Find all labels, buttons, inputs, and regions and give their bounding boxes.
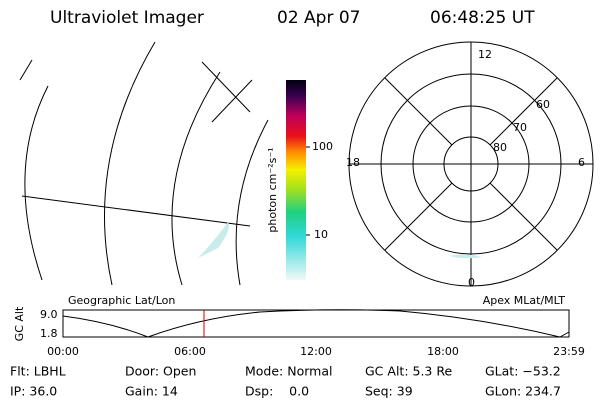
colorbar-tick-label: 100 (312, 140, 333, 153)
mlat-label: 70 (513, 121, 527, 134)
map-line (235, 119, 269, 286)
colorbar-label: photon cm⁻²s⁻¹ (266, 147, 279, 232)
info-field: Dsp: 0.0 (245, 384, 309, 399)
mlt-label: 6 (578, 156, 585, 169)
colorbar-tick-label: 10 (314, 228, 328, 241)
info-field: Mode: Normal (245, 364, 332, 379)
info-field: Gain: 14 (125, 384, 178, 399)
orbit-xtick: 23:59 (553, 345, 585, 358)
polar-plot: 12 18 6 0 60 70 80 (346, 41, 594, 289)
title: Ultraviolet Imager (50, 8, 204, 28)
orbit-ytick: 1.8 (40, 327, 58, 340)
orbit-xtick: 12:00 (300, 345, 332, 358)
time: 06:48:25 UT (430, 8, 535, 28)
map-line (21, 195, 251, 227)
map-label: Geographic Lat/Lon (68, 294, 175, 307)
aurora (198, 222, 229, 258)
aurora (450, 254, 482, 259)
mlt-lines (349, 42, 593, 286)
geographic-map (19, 41, 269, 286)
date: 02 Apr 07 (277, 8, 360, 28)
orbit-curve (62, 309, 570, 338)
map-line (104, 41, 156, 286)
info-field: GLat: −53.2 (485, 364, 561, 379)
colorbar: 100 10 photon cm⁻²s⁻¹ (266, 80, 333, 280)
orbit-ylabel: GC Alt (13, 306, 26, 341)
polar-label: Apex MLat/MLT (483, 294, 566, 307)
orbit-xtick: 06:00 (174, 345, 206, 358)
info-panel: Flt: LBHL Door: Open Mode: Normal GC Alt: 5… (10, 364, 561, 399)
info-field: IP: 36.0 (10, 384, 57, 399)
orbit-xtick: 00:00 (47, 345, 79, 358)
mlt-label: 18 (346, 156, 360, 169)
info-field: Door: Open (125, 364, 196, 379)
map-line (201, 61, 253, 123)
info-field: Flt: LBHL (10, 364, 66, 379)
orbit-plot: GC Alt 9.0 1.8 00:00 06:00 12:00 18:00 2… (13, 306, 585, 358)
map-line (24, 85, 49, 281)
orbit-ytick: 9.0 (40, 308, 58, 321)
mlat-label: 60 (536, 98, 550, 111)
orbit-xtick: 18:00 (427, 345, 459, 358)
mlat-label: 80 (493, 141, 507, 154)
mlt-label: 0 (468, 276, 475, 289)
colorbar-scale (286, 80, 306, 280)
map-line (171, 71, 221, 286)
mlt-label: 12 (478, 48, 492, 61)
info-field: GC Alt: 5.3 Re (365, 364, 452, 379)
info-field: GLon: 234.7 (485, 384, 561, 399)
map-line (19, 59, 33, 81)
header: Ultraviolet Imager 02 Apr 07 06:48:25 UT (50, 8, 535, 28)
info-field: Seq: 39 (365, 384, 413, 399)
